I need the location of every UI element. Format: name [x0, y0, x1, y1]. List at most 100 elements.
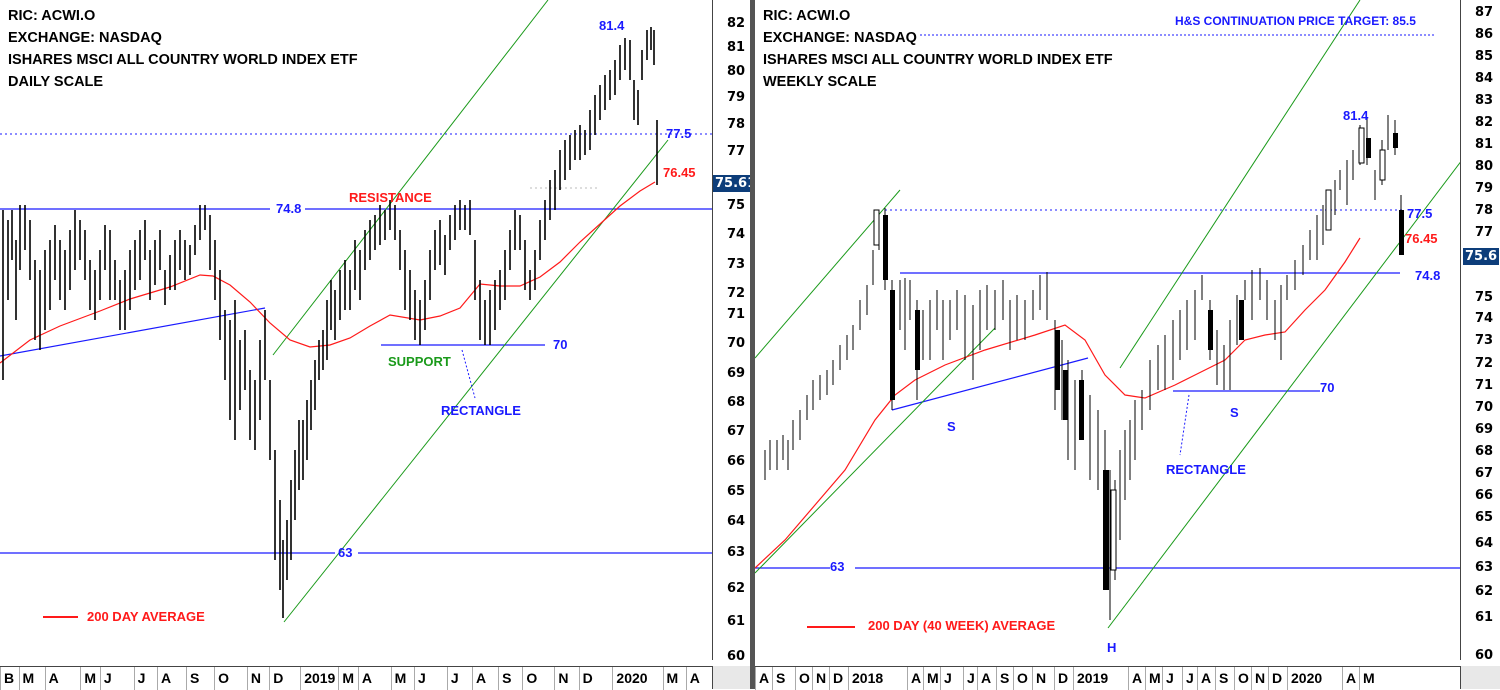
y-tick: 61 [727, 614, 746, 629]
security-name: ISHARES MSCI ALL COUNTRY WORLD INDEX ETF [763, 52, 1113, 68]
daily-chart-plot [0, 0, 712, 623]
x-label: D [1268, 667, 1287, 690]
y-tick: 66 [727, 454, 746, 469]
x-label: S [1215, 667, 1234, 690]
legend-ma-label: 200 DAY (40 WEEK) AVERAGE [868, 618, 1056, 633]
x-label: O [214, 667, 247, 690]
x-label: D [578, 667, 613, 690]
legend-ma-line [807, 626, 855, 628]
y-tick: 65 [1475, 510, 1494, 525]
x-label: 2020 [612, 667, 662, 690]
x-label: A [1342, 667, 1359, 690]
y-tick: 73 [1475, 333, 1494, 348]
y-tick: 83 [1475, 93, 1494, 108]
y-tick: 80 [1475, 159, 1494, 174]
support-label: SUPPORT [388, 354, 451, 369]
head-label: H [1107, 640, 1117, 655]
trendline [0, 307, 266, 357]
x-label: N [246, 667, 269, 690]
y-tick: 67 [1475, 466, 1494, 481]
y-tick: 60 [727, 649, 746, 664]
scale-label: DAILY SCALE [8, 74, 104, 90]
x-label: 2019 [300, 667, 338, 690]
y-tick: 81 [1475, 137, 1494, 152]
x-label: 2020 [1287, 667, 1342, 690]
x-label: O [1013, 667, 1032, 690]
price-bars [2, 27, 658, 618]
x-label: N [1032, 667, 1054, 690]
y-tick: 82 [1475, 115, 1494, 130]
x-label: M [338, 667, 357, 690]
channel-lower-1 [755, 327, 996, 574]
y-tick: 71 [727, 307, 746, 322]
candle-bodies [873, 127, 1404, 590]
weekly-chart-plot [755, 0, 1460, 629]
exchange-label: EXCHANGE: NASDAQ [8, 30, 162, 46]
y-tick: 60 [1475, 648, 1494, 663]
x-label: M [662, 667, 686, 690]
y-tick: 72 [1475, 356, 1494, 371]
level-77-5-label: 77.5 [666, 126, 692, 141]
ma-value-label: 76.45 [1405, 231, 1438, 246]
x-label: O [522, 667, 554, 690]
x-label: J [963, 667, 977, 690]
y-tick: 68 [727, 395, 746, 410]
level-77-5-label: 77.5 [1407, 206, 1433, 221]
x-label: M [18, 667, 45, 690]
level-70-label: 70 [1320, 380, 1335, 395]
x-label: A [1128, 667, 1145, 690]
x-label: N [1251, 667, 1268, 690]
x-label: N [554, 667, 578, 690]
y-tick: 85 [1475, 49, 1494, 64]
x-label: 2018 [848, 667, 907, 690]
x-label: A [472, 667, 498, 690]
moving-average-40w [755, 237, 1361, 569]
y-tick: 74 [727, 227, 746, 242]
x-label: O [795, 667, 812, 690]
x-label: S [185, 667, 214, 690]
ma-value-label: 76.45 [663, 165, 696, 180]
scale-label: WEEKLY SCALE [763, 74, 877, 90]
x-label: A [907, 667, 923, 690]
y-tick: 75 [727, 198, 746, 213]
x-label: N [812, 667, 829, 690]
ric-label: RIC: ACWI.O [763, 8, 851, 24]
x-label: J [1182, 667, 1197, 690]
x-label: A [977, 667, 996, 690]
y-tick: 63 [727, 545, 746, 560]
x-label: M [80, 667, 99, 690]
y-tick: 70 [1475, 400, 1494, 415]
resistance-label: RESISTANCE [349, 190, 432, 205]
peak-label: 81.4 [599, 18, 625, 33]
y-tick: 62 [727, 581, 746, 596]
x-label: A [1197, 667, 1215, 690]
x-label: D [1054, 667, 1073, 690]
y-tick: 79 [727, 90, 746, 105]
weekly-chart-info: RIC: ACWI.O EXCHANGE: NASDAQ ISHARES MSC… [763, 5, 1113, 93]
y-tick: 65 [727, 484, 746, 499]
y-tick: 87 [1475, 5, 1494, 20]
y-tick: 75 [1475, 290, 1494, 305]
peak-label: 81.4 [1343, 108, 1369, 123]
y-tick: 84 [1475, 71, 1494, 86]
level-74-8-label: 74.8 [276, 201, 302, 216]
x-label: J [446, 667, 472, 690]
x-label: M [1359, 667, 1380, 690]
y-tick: 69 [1475, 422, 1494, 437]
legend-ma-label: 200 DAY AVERAGE [87, 609, 205, 624]
x-label: O [1234, 667, 1251, 690]
ric-label: RIC: ACWI.O [8, 8, 96, 24]
y-tick: 63 [1475, 560, 1494, 575]
x-label: M [1145, 667, 1162, 690]
y-tick: 66 [1475, 488, 1494, 503]
x-label: J [413, 667, 447, 690]
y-tick: 80 [727, 64, 746, 79]
x-label: J [99, 667, 134, 690]
rectangle-label: RECTANGLE [1166, 462, 1246, 477]
daily-chart-info: RIC: ACWI.O EXCHANGE: NASDAQ ISHARES MSC… [8, 5, 358, 93]
y-tick: 73 [727, 257, 746, 272]
x-label: S [996, 667, 1013, 690]
y-tick: 69 [727, 366, 746, 381]
y-tick: 78 [727, 117, 746, 132]
x-label: J [1162, 667, 1182, 690]
